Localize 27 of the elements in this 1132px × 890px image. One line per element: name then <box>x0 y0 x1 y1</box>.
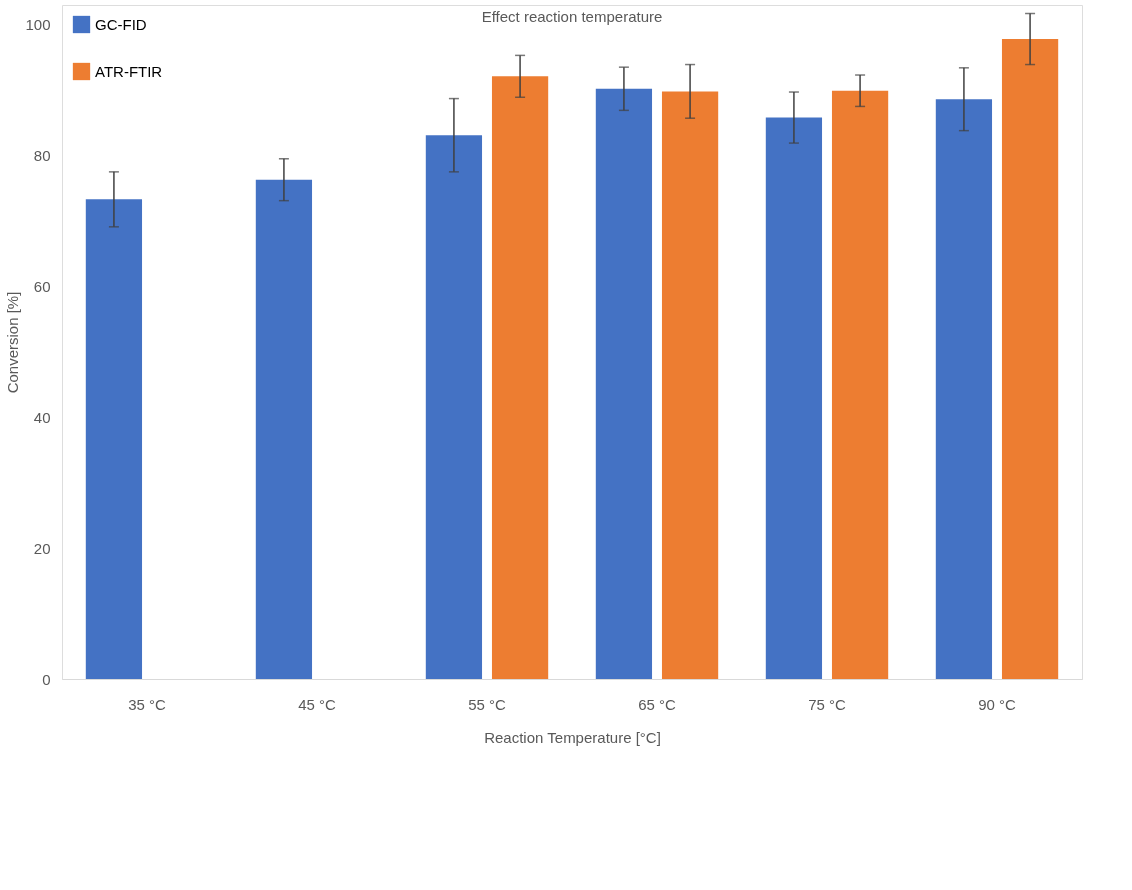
bar <box>765 117 823 679</box>
y-tick-label: 100 <box>25 16 51 34</box>
y-tick-label: 0 <box>42 670 51 688</box>
bar <box>85 199 143 679</box>
y-axis-title: Conversion [%] <box>4 291 22 394</box>
bar <box>1001 39 1059 679</box>
chart-title: Effect reaction temperature <box>481 8 663 25</box>
x-tick-label: 55 °C <box>468 695 507 713</box>
y-tick-label: 40 <box>33 408 51 426</box>
bar <box>595 88 653 679</box>
legend-label: ATR-FTIR <box>95 62 163 80</box>
x-tick-label: 75 °C <box>808 695 847 713</box>
bar <box>935 99 993 679</box>
y-tick-label: 20 <box>33 539 51 557</box>
bar <box>661 91 719 679</box>
x-tick-label: 45 °C <box>298 695 337 713</box>
bar <box>831 90 889 679</box>
bar <box>491 76 549 679</box>
y-tick-label: 80 <box>33 147 51 164</box>
x-tick-label: 65 °C <box>638 695 677 713</box>
legend-label: GC-FID <box>95 15 147 33</box>
x-tick-label: 35 °C <box>128 695 167 713</box>
y-tick-label: 60 <box>33 277 51 295</box>
x-axis-title: Reaction Temperature [°C] <box>484 728 661 746</box>
bar <box>425 135 483 679</box>
bar <box>255 179 313 679</box>
x-tick-label: 90 °C <box>978 695 1017 713</box>
